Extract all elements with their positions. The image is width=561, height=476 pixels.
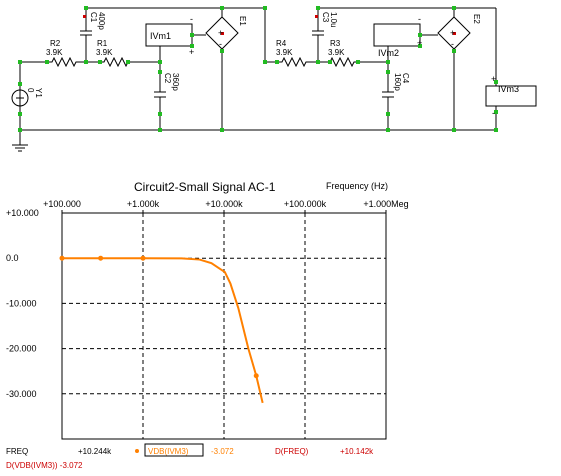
trace-name: VDB(IVM3)	[148, 447, 189, 456]
trace-value: -3.072	[211, 447, 234, 456]
trace-line[interactable]	[62, 257, 264, 404]
trace-point	[98, 255, 104, 261]
e2-label: E2	[472, 14, 481, 24]
c2-name: C2	[163, 73, 172, 84]
top-tick-labels: +100.000 +1.000k +10.000k +100.000k +1.000Me…	[43, 199, 409, 213]
freq-value: +10.244k	[78, 447, 112, 456]
trace-name-box[interactable]	[144, 443, 204, 457]
r2-value: 3.9K	[46, 48, 63, 57]
y1-value: 0	[26, 88, 35, 93]
trace-point	[253, 373, 259, 379]
c4-value: 160p	[393, 73, 402, 91]
r1-name: R1	[97, 39, 108, 48]
c4-name: C4	[401, 73, 410, 84]
e1-plus: +	[218, 28, 223, 38]
left-tick-label: -20.000	[6, 344, 37, 354]
trace-point	[59, 255, 65, 261]
r3-value: 3.9K	[328, 48, 345, 57]
c2-value: 360p	[171, 73, 180, 91]
e1-minus: -	[219, 39, 222, 49]
r1-value: 3.9K	[96, 48, 113, 57]
trace-vdb-ivm3[interactable]	[59, 255, 264, 404]
ivm2-minus: -	[418, 14, 421, 24]
c3-value: 1.0u	[329, 12, 338, 28]
ivm1-label: IVm1	[150, 31, 171, 41]
top-tick-label: +100.000	[43, 199, 81, 209]
c1-name: C1	[89, 12, 98, 23]
left-tick-label: +10.000	[6, 208, 39, 218]
ivm1-minus: -	[190, 14, 193, 24]
dfreq-label: D(FREQ)	[275, 447, 309, 456]
polarity-markers	[83, 15, 456, 35]
left-tick-label: 0.0	[6, 253, 19, 263]
e2-plus: +	[450, 28, 455, 38]
schematic-nodes	[18, 6, 498, 132]
left-tick-label: -10.000	[6, 298, 37, 308]
y1-name: Y1	[34, 88, 43, 98]
e2-minus: -	[451, 39, 454, 49]
ivm3-minus: -	[492, 108, 495, 118]
ivm3-plus: +	[491, 74, 496, 84]
plot-title: Circuit2-Small Signal AC-1	[134, 180, 276, 194]
r3-name: R3	[330, 39, 341, 48]
ivm2-plus: +	[417, 38, 422, 48]
r2-name: R2	[50, 39, 61, 48]
ivm1-plus: +	[189, 47, 194, 57]
r4-value: 3.9K	[276, 48, 293, 57]
top-tick-label: +1.000k	[127, 199, 160, 209]
ivm2-label: IVm2	[378, 48, 399, 58]
y1-source-icon	[16, 94, 24, 102]
e1-label: E1	[238, 16, 247, 26]
trace-point	[140, 255, 146, 261]
plot-grid	[62, 213, 386, 439]
r4-name: R4	[276, 39, 287, 48]
c1-value: 400p	[97, 12, 106, 30]
ivm3-label: IVm3	[498, 84, 519, 94]
trace-marker-icon	[135, 449, 139, 453]
dvdb-label: D(VDB(IVM3)) -3.072	[6, 461, 83, 470]
schematic	[11, 7, 537, 152]
dfreq-value: +10.142k	[340, 447, 374, 456]
c3-name: C3	[321, 12, 330, 23]
left-tick-labels: +10.000 0.0 -10.000 -20.000 -30.000	[6, 208, 39, 399]
x-axis-caption: Frequency (Hz)	[326, 181, 388, 191]
top-tick-label: +10.000k	[205, 199, 243, 209]
top-tick-label: +100.000k	[284, 199, 327, 209]
top-tick-label: +1.000Meg	[363, 199, 408, 209]
left-tick-label: -30.000	[6, 389, 37, 399]
freq-label: FREQ	[6, 447, 28, 456]
